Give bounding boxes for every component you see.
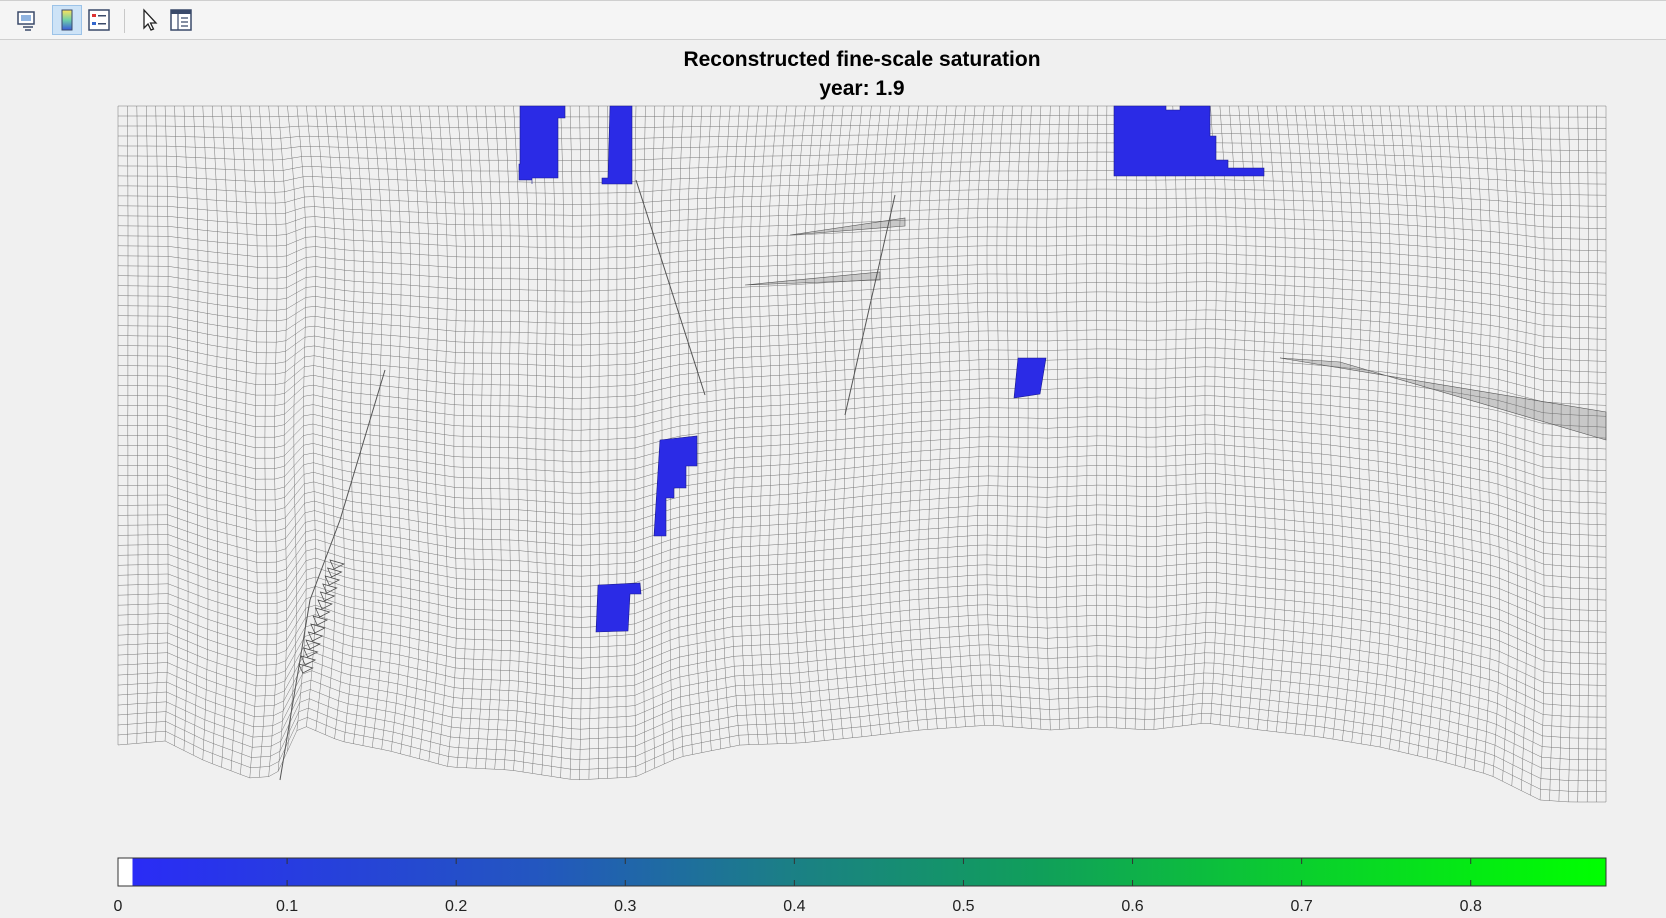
colorbar-tick-label: 0 — [113, 898, 123, 915]
fault-line — [635, 179, 706, 396]
saturated-region — [1013, 357, 1047, 399]
figure-toolbar — [0, 0, 1666, 40]
saturated-region — [1113, 105, 1265, 177]
saturated-region — [601, 105, 633, 185]
colorbar-tick-label: 0.5 — [952, 898, 975, 915]
colorbar-zero-segment — [118, 858, 133, 886]
colorbar-gradient — [117, 857, 1607, 887]
fine-scale-grid — [117, 105, 1607, 803]
link-plot-icon — [17, 11, 35, 31]
plot-subtitle: year: 1.9 — [819, 77, 905, 100]
fault-line — [279, 369, 386, 781]
saturated-region — [653, 435, 698, 537]
property-inspector-button[interactable] — [166, 5, 196, 35]
colorbar-tick-label: 0.3 — [614, 898, 637, 915]
pointer-button[interactable] — [134, 5, 164, 35]
saturated-region — [595, 582, 642, 633]
legend-icon — [88, 9, 110, 31]
fault-zone-mesh — [298, 559, 345, 674]
colorbar-tick-label: 0.4 — [783, 898, 806, 915]
pinch-out-wedge — [1279, 357, 1607, 441]
colorbar-button[interactable] — [52, 5, 82, 35]
colorbar — [117, 857, 1607, 887]
legend-button[interactable] — [84, 5, 114, 35]
colorbar-tick-label: 0.6 — [1121, 898, 1144, 915]
colorbar-icon — [61, 9, 73, 31]
colorbar-tick-label: 0.8 — [1459, 898, 1482, 915]
colorbar-tick-label: 0.7 — [1290, 898, 1313, 915]
pinch-out-wedge — [744, 271, 881, 286]
grid-lines — [117, 105, 1607, 803]
property-inspector-icon — [170, 9, 192, 31]
colorbar-tick-label: 0.1 — [275, 898, 299, 915]
colorbar-tick-label: 0.2 — [445, 898, 468, 915]
toolbar-separator — [124, 9, 125, 33]
pointer-icon — [143, 8, 158, 31]
link-plot-button[interactable] — [12, 5, 42, 35]
pinch-out-wedge — [789, 217, 906, 236]
saturated-cells — [518, 105, 1265, 633]
colorbar-border — [117, 857, 1607, 887]
saturated-region — [518, 105, 566, 184]
plot-title: Reconstructed fine-scale saturation — [683, 48, 1041, 71]
fault-line — [844, 194, 896, 416]
grid-features — [279, 179, 1607, 781]
